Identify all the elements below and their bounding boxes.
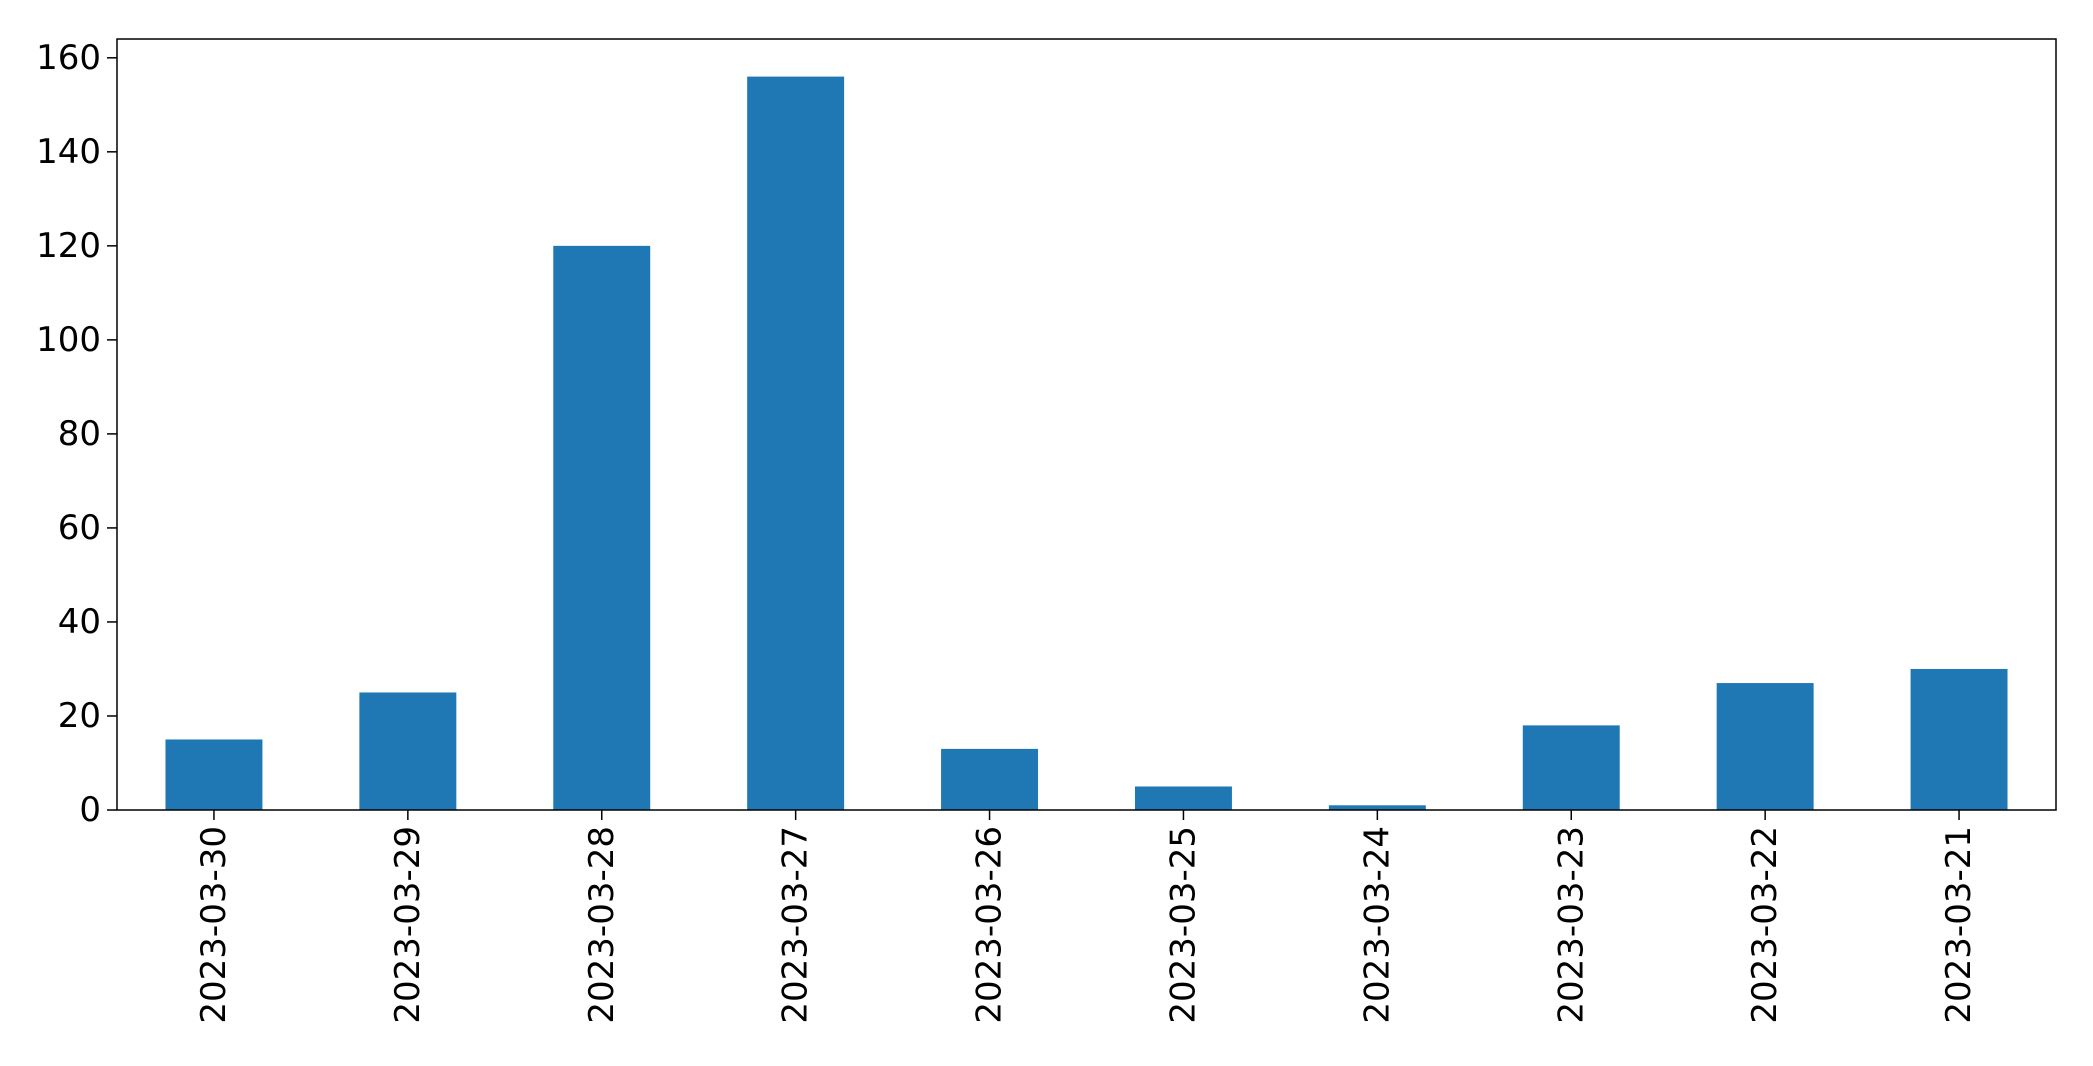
y-tick-label: 140 [36,132,101,172]
y-tick-label: 160 [36,38,101,78]
x-axis: 2023-03-30 2023-03-29 2023-03-28 2023-03-27… [194,810,1979,1024]
bar-2023-03-22 [1716,683,1814,810]
y-tick-label: 0 [79,790,101,830]
bar-2023-03-30 [165,739,263,810]
bar-series [165,76,2008,811]
x-tick-label: 2023-03-22 [1745,826,1785,1024]
bar-2023-03-26 [941,748,1039,810]
y-tick-label: 80 [58,414,101,454]
bar-2023-03-24 [1328,805,1426,810]
x-tick-label: 2023-03-21 [1939,826,1979,1024]
y-tick-label: 100 [36,320,101,360]
x-tick-label: 2023-03-26 [970,826,1010,1024]
x-tick-label: 2023-03-28 [582,826,622,1024]
x-tick-label: 2023-03-24 [1357,826,1397,1024]
y-tick-label: 120 [36,226,101,266]
y-tick-label: 60 [58,508,101,548]
y-tick-label: 20 [58,696,101,736]
bar-2023-03-25 [1134,786,1232,810]
bar-2023-03-21 [1910,668,2008,810]
plot-frame [116,38,2057,811]
x-tick-label: 2023-03-29 [388,826,428,1024]
y-tick-label: 40 [58,602,101,642]
bar-2023-03-29 [359,692,457,810]
y-axis: 0 20 40 60 80 100 120 140 160 [36,38,117,830]
bar-2023-03-23 [1522,725,1620,810]
bar-2023-03-27 [747,76,845,811]
x-tick-label: 2023-03-27 [776,826,816,1024]
x-tick-label: 2023-03-23 [1551,826,1591,1024]
x-tick-label: 2023-03-30 [194,826,234,1024]
bar-2023-03-28 [553,245,651,811]
x-tick-label: 2023-03-25 [1163,826,1203,1024]
